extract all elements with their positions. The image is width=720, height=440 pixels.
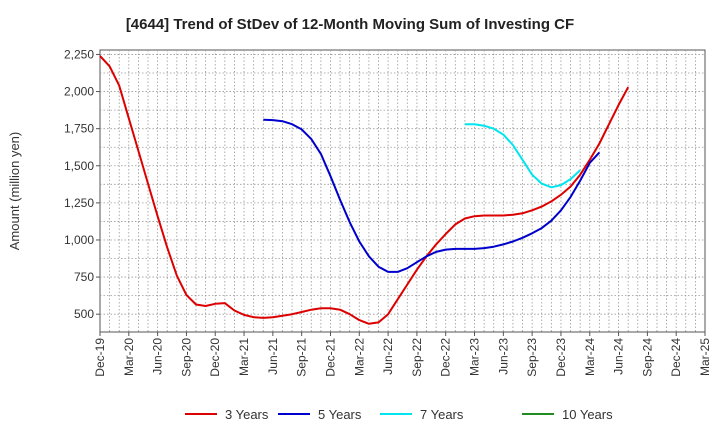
x-tick-label: Jun-24 xyxy=(612,338,626,375)
series-line-3-years xyxy=(99,55,630,325)
x-tick-label: Jun-21 xyxy=(266,338,280,375)
series-line-5-years xyxy=(263,118,601,273)
x-tick-label: Mar-25 xyxy=(698,338,712,376)
legend-label: 10 Years xyxy=(562,407,613,422)
x-tick-label: Dec-24 xyxy=(669,338,683,377)
x-tick-label: Sep-21 xyxy=(295,338,309,377)
legend-item: 5 Years xyxy=(278,407,362,422)
series-line-7-years xyxy=(464,123,581,189)
x-tick-label: Sep-20 xyxy=(179,338,193,377)
y-tick-label: 1,750 xyxy=(64,122,94,136)
x-tick-label: Dec-23 xyxy=(554,338,568,377)
x-tick-label: Mar-23 xyxy=(468,338,482,376)
x-tick-label: Mar-24 xyxy=(583,338,597,376)
x-tick-label: Dec-20 xyxy=(208,338,222,377)
x-tick-label: Sep-23 xyxy=(525,338,539,377)
x-tick-label: Dec-19 xyxy=(93,338,107,377)
chart-title: [4644] Trend of StDev of 12-Month Moving… xyxy=(126,16,574,33)
legend-item: 7 Years xyxy=(380,407,464,422)
x-tick-label: Dec-22 xyxy=(439,338,453,377)
x-tick-label: Sep-22 xyxy=(410,338,424,377)
y-tick-label: 1,250 xyxy=(64,196,94,210)
x-tick-label: Jun-23 xyxy=(496,338,510,375)
y-tick-label: 2,250 xyxy=(64,47,94,61)
legend-label: 7 Years xyxy=(420,407,464,422)
legend: 3 Years 5 Years 7 Years 10 Years xyxy=(185,407,613,422)
x-tick-label: Dec-21 xyxy=(323,338,337,377)
y-tick-label: 1,500 xyxy=(64,159,94,173)
y-tick-label: 1,000 xyxy=(64,233,94,247)
x-tick-label: Jun-22 xyxy=(381,338,395,375)
y-tick-label: 500 xyxy=(74,307,94,321)
x-tick-label: Jun-20 xyxy=(151,338,165,375)
y-tick-label: 750 xyxy=(74,270,94,284)
x-tick-label: Mar-20 xyxy=(122,338,136,376)
x-tick-label: Sep-24 xyxy=(640,338,654,377)
legend-item: 3 Years xyxy=(185,407,269,422)
legend-item: 10 Years xyxy=(522,407,613,422)
legend-label: 5 Years xyxy=(318,407,362,422)
x-tick-label: Mar-21 xyxy=(237,338,251,376)
x-tick-label: Mar-22 xyxy=(352,338,366,376)
legend-label: 3 Years xyxy=(225,407,269,422)
y-tick-label: 2,000 xyxy=(64,85,94,99)
plot-frame xyxy=(99,49,706,333)
plot-area: 500 750 1,000 1,250 1,500 1,750 2,000 2,250 Dec-… xyxy=(64,47,712,376)
y-axis-label: Amount (million yen) xyxy=(7,132,22,251)
